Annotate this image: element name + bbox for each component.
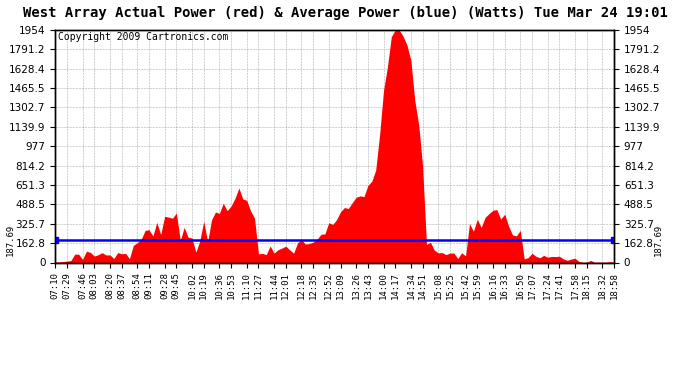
Text: Copyright 2009 Cartronics.com: Copyright 2009 Cartronics.com xyxy=(58,32,228,42)
Text: 187.69: 187.69 xyxy=(654,224,663,256)
Text: 187.69: 187.69 xyxy=(6,224,15,256)
Text: West Array Actual Power (red) & Average Power (blue) (Watts) Tue Mar 24 19:01: West Array Actual Power (red) & Average … xyxy=(23,6,667,20)
